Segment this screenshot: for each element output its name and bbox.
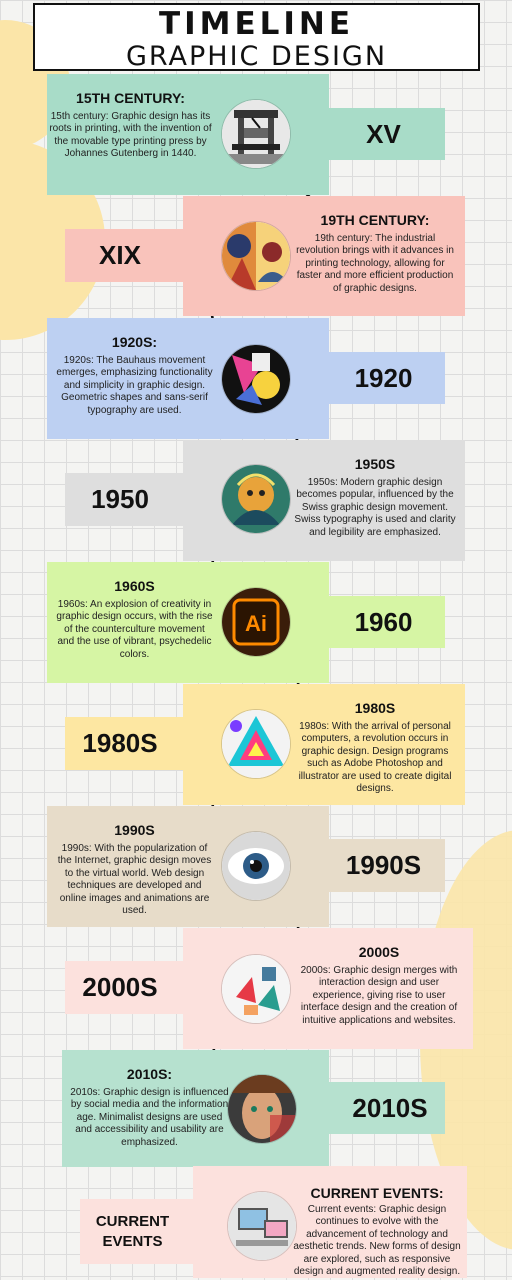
era-heading: 2010S:	[126, 1066, 173, 1082]
illustrator-logo-image: Ai	[222, 588, 290, 656]
era-tag: 1990S	[260, 839, 445, 892]
era-heading: 15TH CENTURY:	[76, 90, 185, 106]
era-heading: 1920S:	[111, 334, 158, 350]
page-subtitle: GRAPHIC DESIGN	[125, 41, 388, 72]
era-card-1990s: 1990S 1990s: With the popularization of …	[47, 806, 329, 927]
era-card-1950s: 1950S 1950s: Modern graphic design becom…	[183, 440, 465, 561]
era-description: 15th century: Graphic design has its roo…	[49, 111, 212, 160]
svg-text:Ai: Ai	[245, 611, 267, 636]
era-tag: XIX	[65, 229, 250, 282]
era-heading: CURRENT EVENTS:	[310, 1185, 444, 1201]
era-heading: 1980S	[354, 700, 396, 716]
art-nouveau-image	[222, 222, 290, 290]
era-heading: 1990S	[114, 822, 155, 838]
era-heading: 2000S	[358, 944, 400, 960]
era-description: 1950s: Modern graphic design becomes pop…	[294, 477, 456, 538]
era-heading: 1960S	[114, 578, 155, 594]
era-description: 1980s: With the arrival of personal comp…	[298, 721, 452, 795]
era-tag: XV	[260, 108, 445, 160]
page-title: TIMELINE	[158, 6, 355, 42]
interface-shapes-image	[222, 955, 290, 1023]
design-workspace-image	[228, 1192, 296, 1260]
era-heading: 1950S	[354, 456, 396, 472]
era-tag: 1960	[260, 596, 445, 648]
era-description: 1960s: An explosion of creativity in gra…	[56, 599, 213, 660]
era-heading: 19TH CENTURY:	[320, 212, 430, 228]
era-description: 19th century: The industrial revolution …	[296, 233, 454, 294]
psychedelic-portrait-image	[222, 465, 290, 533]
geometric-collage-image	[222, 710, 290, 778]
era-tag: CURRENT EVENTS	[80, 1199, 255, 1264]
eye-image	[222, 832, 290, 900]
era-tag: 2000S	[65, 961, 250, 1014]
printing-press-image	[222, 100, 290, 168]
era-description: 1920s: The Bauhaus movement emerges, emp…	[56, 355, 213, 416]
title-box: TIMELINE GRAPHIC DESIGN	[33, 3, 480, 72]
era-description: 2010s: Graphic design is influenced by s…	[70, 1087, 229, 1148]
era-tag: 1980S	[65, 717, 250, 770]
era-description: 1990s: With the popularization of the In…	[57, 843, 212, 917]
bauhaus-image	[222, 345, 290, 413]
era-tag: 1920	[260, 352, 445, 404]
digital-portrait-image	[228, 1075, 296, 1143]
era-description: Current events: Graphic design continues…	[293, 1204, 461, 1278]
era-tag: 1950	[65, 473, 250, 526]
era-description: 2000s: Graphic design merges with intera…	[300, 965, 458, 1026]
era-card-2010s: 2010S: 2010s: Graphic design is influenc…	[62, 1050, 329, 1167]
